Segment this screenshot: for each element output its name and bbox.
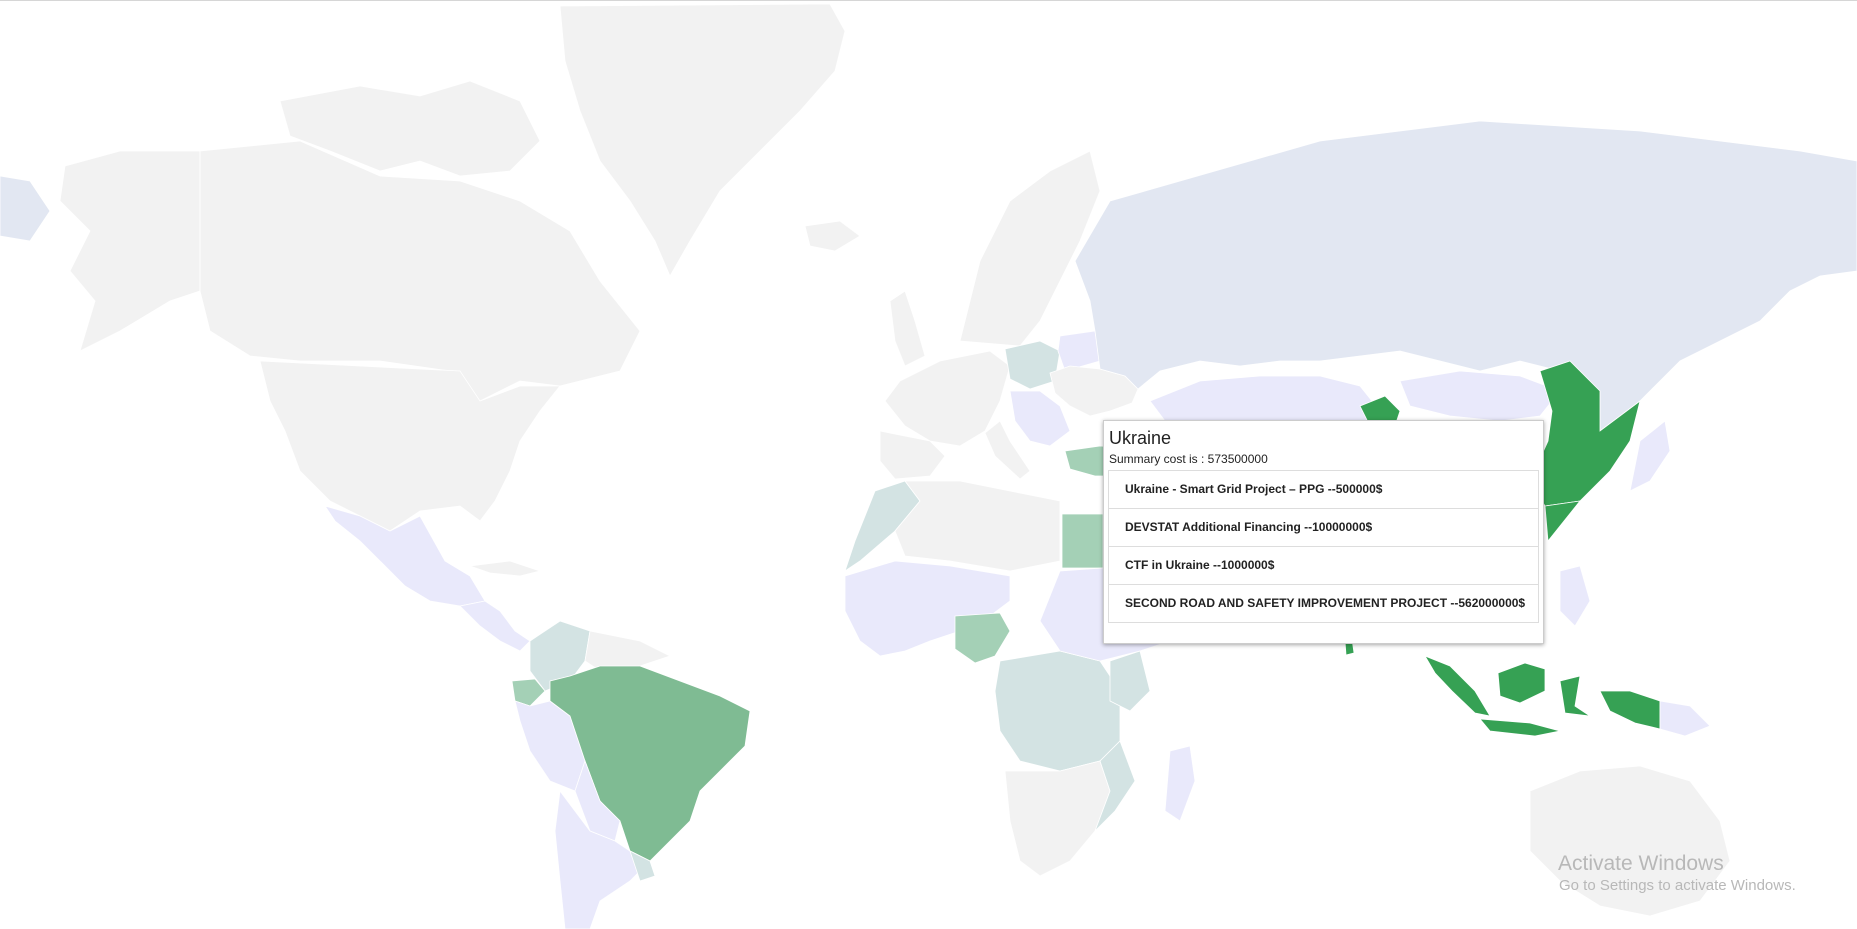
- tooltip-project-item[interactable]: DEVSTAT Additional Financing --10000000$: [1108, 509, 1539, 547]
- country-mongolia[interactable]: [1399, 370, 1561, 422]
- tooltip-summary-cost: Summary cost is : 573500000: [1109, 452, 1268, 466]
- country-uk[interactable]: [889, 290, 926, 367]
- country-southern-africa[interactable]: [1004, 760, 1111, 877]
- country-indonesia-java[interactable]: [1479, 718, 1561, 737]
- country-eastern-europe[interactable]: [1009, 390, 1071, 447]
- country-greenland[interactable]: [559, 3, 846, 277]
- country-russia-chukotka[interactable]: [0, 175, 51, 242]
- country-indonesia-papua[interactable]: [1599, 690, 1661, 730]
- country-argentina[interactable]: [554, 789, 651, 929]
- country-cuba[interactable]: [469, 560, 542, 577]
- country-spain[interactable]: [879, 430, 946, 480]
- tooltip-project-list: Ukraine - Smart Grid Project – PPG --500…: [1108, 470, 1539, 623]
- country-ukraine[interactable]: [1049, 365, 1139, 417]
- country-usa-alaska[interactable]: [59, 150, 201, 352]
- country-uruguay[interactable]: [629, 850, 656, 882]
- tooltip-project-item[interactable]: CTF in Ukraine --1000000$: [1108, 547, 1539, 585]
- tooltip-country-name: Ukraine: [1109, 428, 1172, 448]
- country-colombia[interactable]: [529, 620, 591, 692]
- country-ecuador[interactable]: [511, 678, 546, 707]
- country-korea[interactable]: [1544, 500, 1581, 543]
- country-western-europe[interactable]: [884, 350, 1011, 447]
- country-iceland[interactable]: [804, 220, 861, 252]
- country-nigeria[interactable]: [954, 612, 1011, 664]
- country-venezuela[interactable]: [584, 630, 672, 672]
- country-png[interactable]: [1659, 700, 1711, 737]
- country-philippines[interactable]: [1559, 565, 1591, 627]
- country-algeria-libya[interactable]: [894, 480, 1061, 572]
- country-australia[interactable]: [1529, 765, 1731, 917]
- country-mozambique[interactable]: [1094, 740, 1136, 832]
- country-indonesia-borneo[interactable]: [1497, 662, 1546, 704]
- country-central-africa[interactable]: [994, 650, 1121, 772]
- country-madagascar[interactable]: [1164, 745, 1196, 822]
- country-scandinavia[interactable]: [959, 150, 1101, 347]
- country-kenya[interactable]: [1109, 650, 1151, 712]
- tooltip-project-item[interactable]: SECOND ROAD AND SAFETY IMPROVEMENT PROJE…: [1108, 585, 1539, 623]
- country-indonesia-sumatra[interactable]: [1424, 655, 1491, 717]
- country-japan[interactable]: [1629, 420, 1671, 492]
- country-canada-arctic-islands[interactable]: [279, 80, 541, 177]
- country-usa[interactable]: [259, 360, 561, 532]
- country-indonesia-sulawesi[interactable]: [1559, 675, 1591, 717]
- watermark-title: Activate Windows: [1558, 852, 1724, 875]
- country-italy[interactable]: [984, 420, 1031, 480]
- country-poland[interactable]: [1004, 340, 1061, 390]
- windows-activation-watermark: Activate Windows Go to Settings to activ…: [1558, 851, 1796, 895]
- tooltip-project-item[interactable]: Ukraine - Smart Grid Project – PPG --500…: [1108, 471, 1539, 509]
- country-egypt[interactable]: [1061, 513, 1104, 569]
- country-central-america[interactable]: [459, 600, 531, 652]
- country-belarus[interactable]: [1057, 330, 1101, 372]
- watermark-subtitle: Go to Settings to activate Windows.: [1559, 877, 1796, 894]
- country-tooltip: Ukraine Summary cost is : 573500000 Ukra…: [1103, 420, 1544, 644]
- country-china[interactable]: [1529, 360, 1641, 507]
